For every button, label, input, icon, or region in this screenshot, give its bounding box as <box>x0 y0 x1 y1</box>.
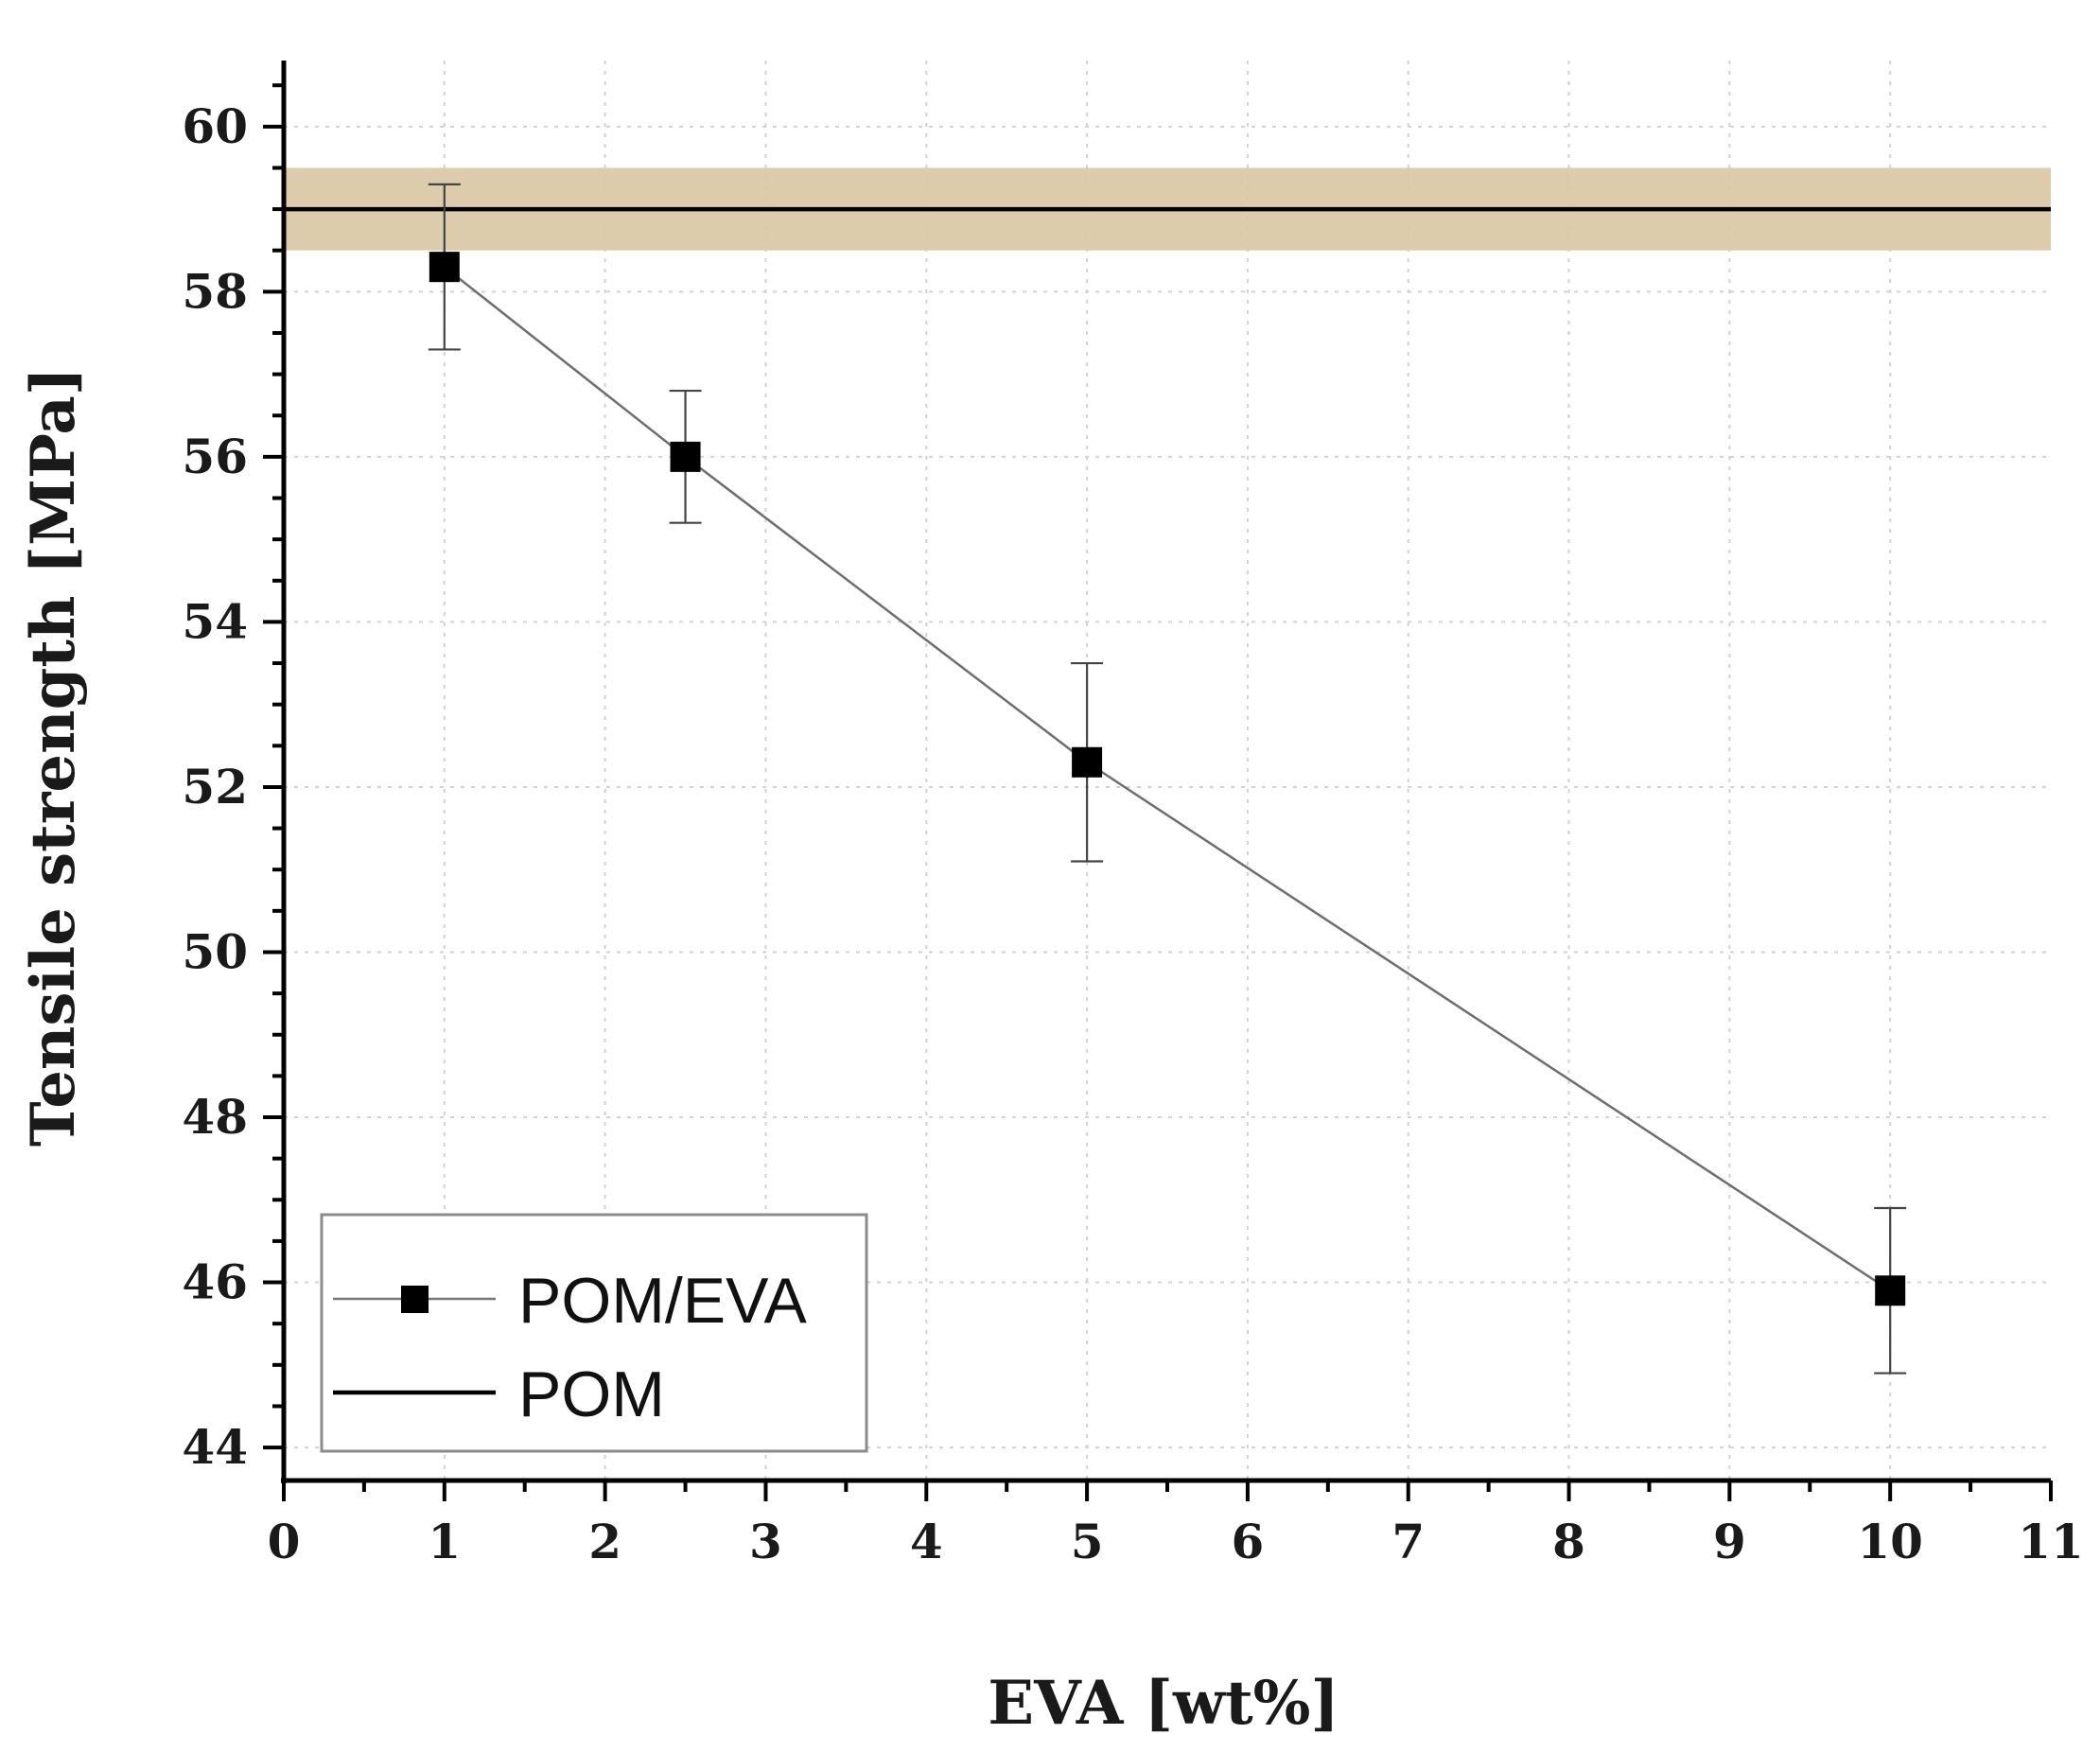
data-point-marker <box>670 441 701 472</box>
x-tick-label: 8 <box>1552 1514 1585 1569</box>
y-tick-label: 56 <box>182 429 248 484</box>
x-tick-label: 7 <box>1391 1514 1425 1569</box>
data-point-marker <box>429 252 460 283</box>
data-point-marker <box>1875 1275 1906 1306</box>
x-tick-label: 6 <box>1232 1514 1265 1569</box>
legend: POM/EVA POM <box>320 1213 868 1453</box>
x-tick-label: 2 <box>588 1514 621 1569</box>
pom-eva-line <box>444 266 1891 1292</box>
x-axis-title: EVA [wt%] <box>988 1668 1339 1739</box>
y-tick-label: 54 <box>182 593 248 649</box>
legend-label-pom-eva: POM/EVA <box>518 1265 807 1337</box>
axes <box>263 61 2053 1501</box>
y-tick-label: 52 <box>182 759 248 815</box>
x-tick-label: 11 <box>2018 1514 2084 1569</box>
y-tick-label: 58 <box>182 263 248 319</box>
legend-box <box>320 1213 868 1453</box>
grid-lines <box>284 61 2051 1480</box>
legend-pom-eva-marker <box>401 1286 429 1313</box>
x-tick-label: 1 <box>428 1514 461 1569</box>
x-tick-label: 9 <box>1713 1514 1746 1569</box>
y-tick-label: 60 <box>182 98 248 154</box>
legend-label-pom: POM <box>518 1358 665 1430</box>
x-tick-label: 0 <box>268 1514 301 1569</box>
y-axis-title: Tensile strength [MPa] <box>18 367 89 1147</box>
x-tick-label: 4 <box>910 1514 943 1569</box>
y-tick-label: 48 <box>182 1089 248 1145</box>
x-tick-label: 3 <box>749 1514 782 1569</box>
pom-band-layer <box>284 167 2051 251</box>
y-tick-label: 44 <box>182 1419 248 1475</box>
y-tick-label: 46 <box>182 1254 248 1310</box>
y-tick-label: 50 <box>182 923 248 979</box>
series-layer <box>428 183 1907 1375</box>
x-tick-label: 5 <box>1071 1514 1104 1569</box>
data-point-marker <box>1072 746 1103 778</box>
x-tick-label: 10 <box>1857 1514 1923 1569</box>
